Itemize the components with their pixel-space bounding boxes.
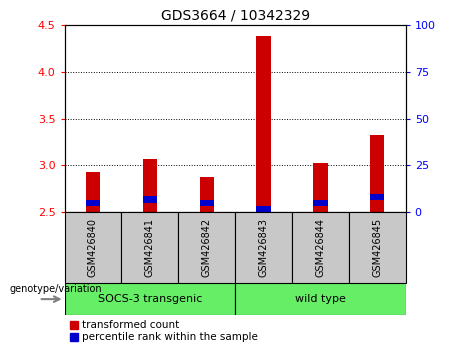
Bar	[143, 159, 157, 212]
Bar	[313, 163, 327, 212]
Bar	[256, 206, 271, 212]
Text: GSM426840: GSM426840	[88, 218, 98, 277]
Legend: transformed count, percentile rank within the sample: transformed count, percentile rank withi…	[70, 320, 258, 342]
Bar	[235, 283, 406, 315]
Text: GSM426843: GSM426843	[259, 218, 269, 277]
Bar	[86, 172, 100, 212]
Bar	[143, 196, 157, 203]
Bar	[200, 200, 214, 206]
Bar	[178, 212, 235, 283]
Text: GSM426842: GSM426842	[201, 218, 212, 278]
Bar	[370, 194, 384, 200]
Bar	[65, 212, 121, 283]
Bar	[370, 135, 384, 212]
Text: wild type: wild type	[295, 294, 346, 304]
Text: GSM426844: GSM426844	[315, 218, 325, 277]
Bar	[235, 212, 292, 283]
Bar	[121, 212, 178, 283]
Bar	[313, 200, 327, 206]
Bar	[349, 212, 406, 283]
Bar	[65, 283, 235, 315]
Text: GSM426841: GSM426841	[145, 218, 155, 277]
Title: GDS3664 / 10342329: GDS3664 / 10342329	[160, 8, 310, 22]
Text: genotype/variation: genotype/variation	[9, 284, 102, 293]
Bar	[292, 212, 349, 283]
Text: GSM426845: GSM426845	[372, 218, 382, 278]
Bar	[86, 200, 100, 206]
Bar	[256, 36, 271, 212]
Bar	[200, 177, 214, 212]
Text: SOCS-3 transgenic: SOCS-3 transgenic	[98, 294, 202, 304]
